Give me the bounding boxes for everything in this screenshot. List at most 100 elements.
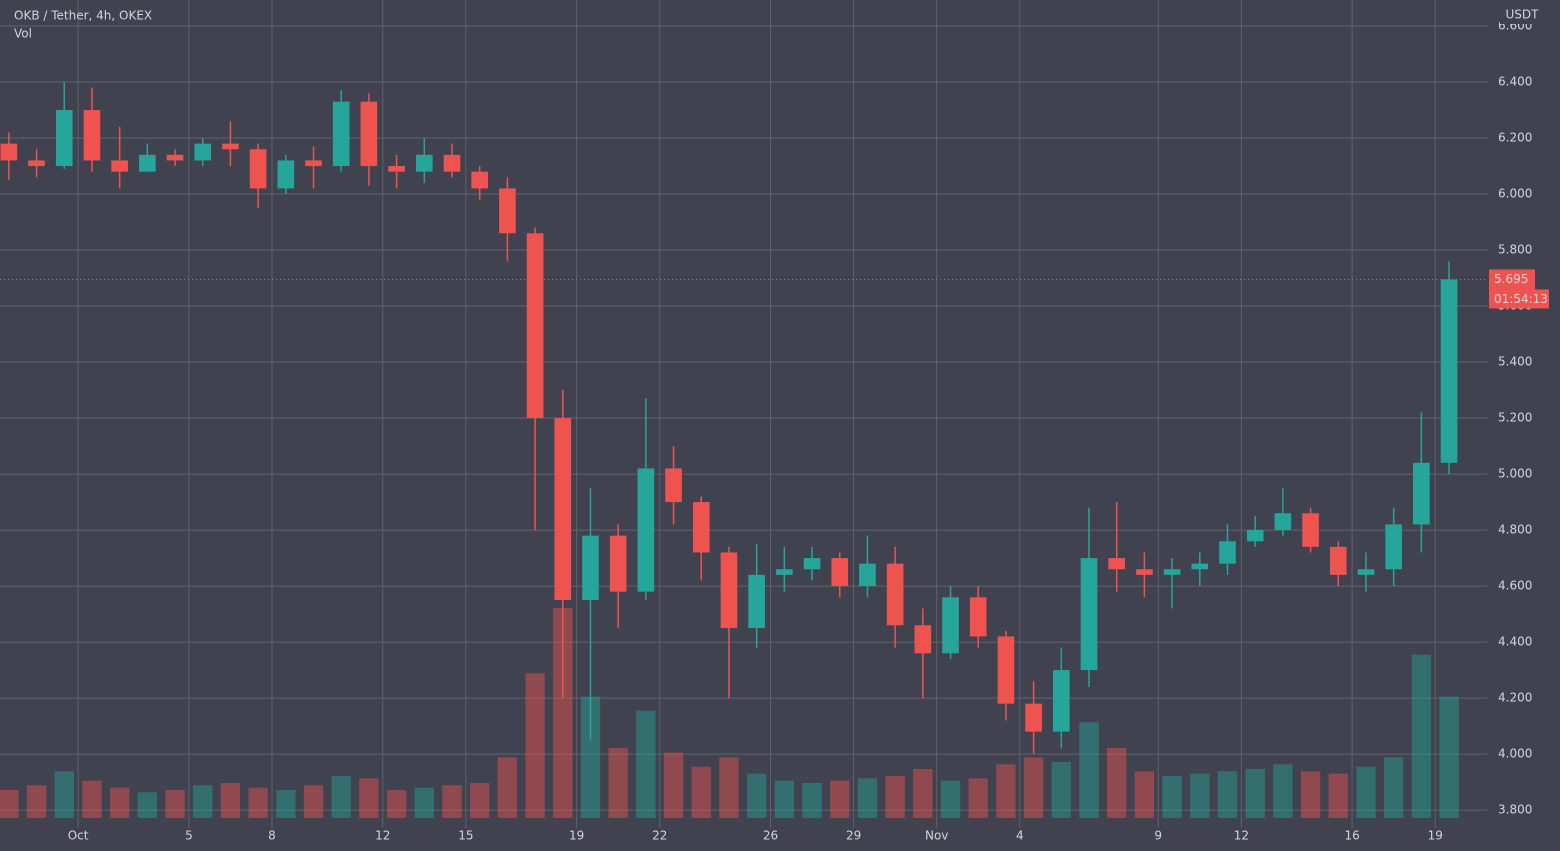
candle-body [942, 597, 959, 654]
y-tick-label: 5.200 [1498, 411, 1532, 425]
x-tick-label: 22 [652, 829, 667, 843]
volume-bar [857, 778, 878, 818]
countdown-label: 01:54:13 [1494, 292, 1548, 306]
volume-bar [1411, 654, 1432, 818]
candle-body [0, 143, 18, 161]
volume-bar [248, 787, 268, 818]
volume-bar [0, 790, 19, 818]
candle-body [194, 143, 212, 161]
candle-body [139, 154, 156, 172]
volume-bar [663, 752, 684, 818]
y-tick-label: 4.200 [1498, 691, 1532, 705]
candle-body [1191, 563, 1209, 570]
volume-bar [691, 766, 711, 818]
volume-bar [580, 696, 601, 818]
volume-bar [1439, 696, 1459, 818]
x-tick-label: 8 [268, 829, 276, 843]
candle-body [28, 160, 45, 167]
candle-body [1025, 703, 1042, 732]
volume-bar [1300, 771, 1321, 818]
volume-bar [359, 778, 379, 818]
volume-bar [82, 780, 102, 818]
volume-bar [1217, 771, 1238, 818]
volume-bar [1107, 748, 1127, 818]
candle-body [526, 233, 544, 419]
volume-bar [802, 783, 822, 818]
y-tick-label: 5.000 [1498, 467, 1532, 481]
volume-bar [996, 764, 1016, 818]
volume-bar [1356, 766, 1376, 818]
volume-bar [109, 787, 130, 818]
candle-body [166, 154, 184, 161]
candle-body [582, 535, 599, 601]
candle-body [55, 110, 73, 167]
candle-body [720, 552, 738, 629]
candle-body [1108, 558, 1126, 570]
volume-bar [830, 780, 850, 818]
volume-label: Vol [14, 27, 32, 41]
volume-bar [497, 757, 518, 818]
volume-bar [1273, 764, 1293, 818]
currency: USDT [1506, 8, 1540, 22]
candle-body [997, 636, 1015, 704]
candle-body [443, 154, 461, 172]
candle-body [748, 574, 765, 629]
volume-bar [442, 785, 462, 818]
candle-body [277, 160, 295, 189]
x-tick-label: 15 [458, 829, 473, 843]
x-tick-label: 29 [846, 829, 861, 843]
volume-bar [968, 778, 988, 818]
candle-body [471, 171, 489, 189]
y-tick-label: 5.800 [1498, 243, 1532, 257]
candle-body [249, 149, 267, 189]
candle-body [388, 166, 405, 172]
x-tick-label: 19 [1428, 829, 1443, 843]
volume-bar [553, 608, 573, 818]
candle-body [1329, 546, 1347, 575]
volume-bar [525, 673, 545, 818]
currency-box [1500, 6, 1544, 24]
time-axis [0, 828, 1560, 851]
volume-bar [276, 790, 296, 818]
volume-bar [940, 780, 961, 818]
candle-body [305, 160, 322, 167]
last-price-label: 5.695 [1494, 272, 1528, 286]
candle-body [1274, 513, 1292, 531]
candle-body [969, 597, 987, 637]
candle-body [914, 625, 932, 654]
candle-body [111, 160, 128, 172]
x-tick-label: 12 [1234, 829, 1249, 843]
candle-body [609, 535, 627, 592]
volume-bar [26, 785, 47, 818]
candle-body [415, 154, 433, 172]
volume-bar [1162, 776, 1182, 818]
volume-bar [746, 773, 767, 818]
candle-body [1219, 541, 1236, 564]
y-tick-label: 4.000 [1498, 747, 1532, 761]
y-tick-label: 6.200 [1498, 131, 1532, 145]
symbol-title: OKB / Tether, 4h, OKEX [14, 9, 152, 23]
price-axis [1488, 0, 1560, 851]
candle-body [886, 563, 904, 626]
volume-bar [719, 757, 739, 818]
volume-bar [913, 769, 933, 818]
candle-body [1302, 513, 1319, 547]
volume-bar [165, 790, 185, 818]
candle-body [692, 502, 710, 553]
volume-bar [386, 790, 407, 818]
candle-body [776, 569, 793, 575]
x-tick-label: 19 [569, 829, 584, 843]
volume-bar [1245, 769, 1265, 818]
volume-bar [220, 783, 241, 818]
candle-body [1163, 569, 1181, 575]
volume-bar [1328, 773, 1348, 818]
candle-body [332, 101, 350, 167]
y-tick-label: 6.000 [1498, 187, 1532, 201]
candle-body [499, 188, 516, 234]
volume-bar [1190, 773, 1210, 818]
candle-body [222, 143, 239, 150]
candle-body [831, 558, 849, 587]
volume-bar [331, 776, 351, 818]
x-tick-label: 9 [1154, 829, 1162, 843]
